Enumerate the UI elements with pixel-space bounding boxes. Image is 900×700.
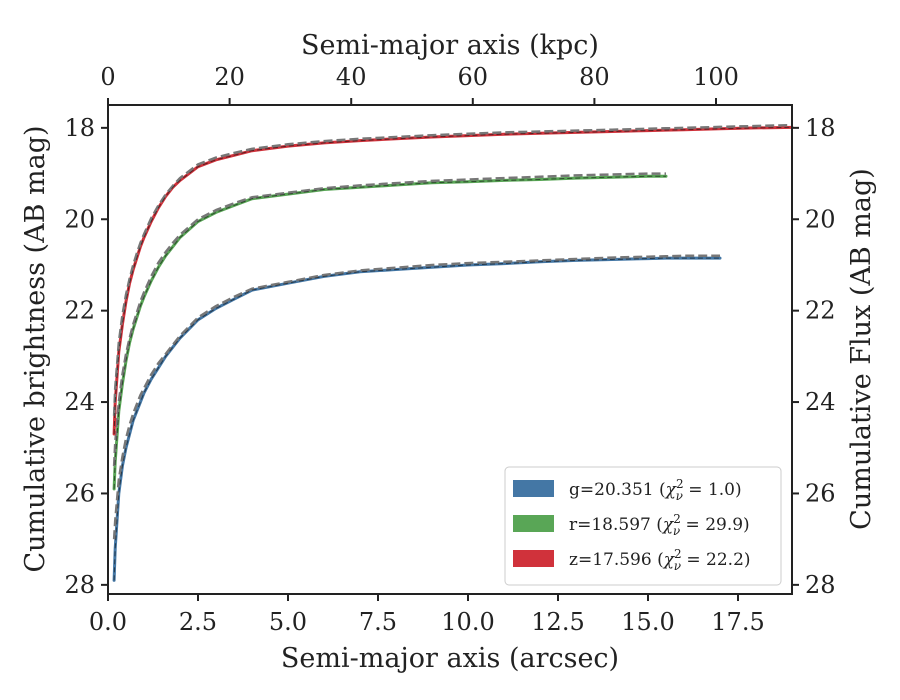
y-tick-label: 20 [64,205,95,233]
right-y-tick-label: 26 [805,479,836,507]
right-y-tick-label: 24 [805,388,836,416]
series-line-r [112,174,668,491]
model-line-r [112,172,666,467]
legend-swatch [513,515,554,532]
right-y-tick-label: 20 [805,205,836,233]
y-tick-label: 28 [64,571,95,599]
legend-swatch [513,480,554,497]
legend-label: r=18.597 (χ2 ν = 29.9) [569,512,750,538]
y-tick-label: 18 [64,114,95,142]
top-x-tick-label: 20 [214,63,245,91]
data-trace-r [113,175,666,489]
plot-frame [107,104,793,595]
right-y-axis-title: Cumulative Flux (AB mag) [846,168,877,530]
x-tick-label: 7.5 [359,608,397,636]
right-y-tick-label: 28 [805,571,836,599]
series-line-z [112,125,794,436]
x-axis-title: Semi-major axis (arcsec) [281,643,619,674]
top-x-tick-label: 100 [693,63,739,91]
ticks-layer: 0.0 2.5 5.0 7.5 10.0 12.5 15.0 17.5 0 20 40 60 80 100… [64,63,835,636]
y-axis-title: Cumulative brightness (AB mag) [20,125,51,572]
x-tick-label: 5.0 [269,608,307,636]
y-tick-label: 24 [64,388,95,416]
series-layer [112,123,794,582]
x-tick-label: 17.5 [711,608,764,636]
x-tick-label: 10.0 [441,608,494,636]
model-line-g [112,254,720,540]
x-tick-label: 0.0 [89,608,127,636]
model-line-z [112,123,793,416]
legend-label: g=20.351 (χ2 ν = 1.0) [569,477,742,503]
top-x-tick-label: 0 [100,63,115,91]
top-x-axis-title: Semi-major axis (kpc) [301,30,599,61]
right-y-tick-label: 22 [805,297,836,325]
data-trace-g [113,257,720,581]
top-x-tick-label: 60 [458,63,489,91]
legend-box [504,466,782,586]
y-tick-label: 22 [64,297,95,325]
x-tick-label: 12.5 [531,608,584,636]
right-y-tick-label: 18 [805,114,836,142]
legend-items: g=20.351 (χ2 ν = 1.0) r=18.597 (χ2 ν = 29.9… [513,477,751,573]
legend: g=20.351 (χ2 ν = 1.0) r=18.597 (χ2 ν = 29.9… [504,466,782,586]
x-tick-label: 2.5 [179,608,217,636]
y-tick-label: 26 [64,479,95,507]
x-tick-label: 15.0 [621,608,674,636]
top-x-tick-label: 40 [336,63,367,91]
data-trace-z [113,126,793,435]
top-x-tick-label: 80 [579,63,610,91]
legend-swatch [513,550,554,567]
legend-label: z=17.596 (χ2 ν = 22.2) [569,547,751,573]
